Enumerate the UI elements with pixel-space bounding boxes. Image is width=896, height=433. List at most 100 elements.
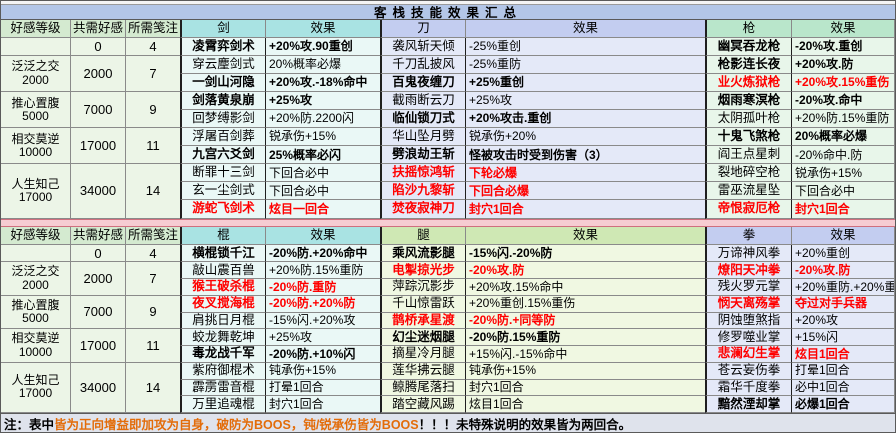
notes-cell: 11 <box>126 128 181 165</box>
header-cell: 共需好感 <box>71 227 126 246</box>
skill-effect-cell: +20%攻.防 <box>792 56 895 75</box>
level-threshold: 17000 <box>18 386 53 401</box>
skill-table-bottom: 好感等级 共需好感 所需笺注棍效果腿效果拳效果 0 4 泛泛之交 2000 2000 7 推心置腹… <box>1 227 895 414</box>
header-cell: 效果 <box>466 19 706 38</box>
skill-effect-cell: +20%攻.-18%命中 <box>266 74 381 93</box>
skill-name-cell: 夜叉搅海棍 <box>180 295 266 313</box>
skill-effect-cell: -15%闪.-20%防 <box>466 245 706 263</box>
separator-band <box>1 218 895 228</box>
skill-name-cell: 千山惊雷跃 <box>380 295 466 313</box>
skill-name-cell: 游蛇飞剑术 <box>180 200 266 219</box>
skill-name-cell: 凌霄弈剑术 <box>180 37 266 57</box>
level-threshold: 2000 <box>22 72 49 87</box>
skill-name-cell: 回梦缚影剑 <box>180 110 266 129</box>
header-cell: 效果 <box>792 227 895 246</box>
skill-effect-cell: +20%攻击.重创 <box>466 110 706 129</box>
header-cell: 所需笺注 <box>126 227 181 246</box>
skill-name-cell: 焚夜寂神刀 <box>380 200 466 219</box>
skill-name-cell: 霜华千度拳 <box>705 379 792 397</box>
skill-name-cell: 雷巫流星坠 <box>705 182 792 201</box>
header-cell: 所需笺注 <box>126 19 181 38</box>
skill-effect-cell: 锐承伤+15% <box>792 164 895 183</box>
skill-effect-cell: -20%防.重防 <box>266 279 381 296</box>
skill-effect-cell: 下轮必爆 <box>466 164 706 183</box>
skill-name-cell: 修罗噬业掌 <box>705 329 792 347</box>
notes-cell: 14 <box>126 362 181 414</box>
notes-cell: 7 <box>126 56 181 93</box>
skill-name-cell: 鹊桥承星渡 <box>380 312 466 330</box>
skill-name-cell: 莲华拂云腿 <box>380 362 466 380</box>
skill-effect-cell: 必爆1回合 <box>792 396 895 414</box>
skill-name-cell: 袭风斩天倾 <box>380 37 466 57</box>
skill-effect-cell: 封穴1回合 <box>792 200 895 219</box>
skill-effect-cell: 钝承伤+15% <box>466 362 706 380</box>
top-edge-strip <box>1 1 895 5</box>
notes-cell: 7 <box>126 262 181 296</box>
skill-effect-cell: -25%重创 <box>466 37 706 57</box>
footnote-prefix: 注：表中 <box>4 417 55 432</box>
level-threshold: 2000 <box>22 277 49 292</box>
skill-effect-cell: 20%概率必爆 <box>792 128 895 147</box>
skill-name-cell: 幻尘迷烟腿 <box>380 329 466 347</box>
skill-name-cell: 电掣掠光步 <box>380 262 466 279</box>
skill-effect-cell: +15%闪 <box>792 329 895 347</box>
skill-effect-cell: -20%攻.防 <box>792 262 895 279</box>
skill-name-cell: 燎阳天冲拳 <box>705 262 792 279</box>
skill-name-cell: 毒龙战千军 <box>180 346 266 363</box>
skill-name-cell: 踏空藏风踢 <box>380 396 466 414</box>
skill-name-cell: 劈浪劫王斩 <box>380 146 466 165</box>
need-cell: 17000 <box>71 128 126 165</box>
skill-name-cell: 萍踪沉影步 <box>380 279 466 296</box>
notes-cell: 14 <box>126 164 181 219</box>
level-threshold: 17000 <box>18 189 53 204</box>
skill-effect-cell: 打晕1回合 <box>792 362 895 380</box>
notes-cell: 11 <box>126 329 181 363</box>
header-cell: 棍 <box>180 227 266 246</box>
skill-name-cell: 陷沙九黎斩 <box>380 182 466 201</box>
skill-name-cell: 肩挑日月棍 <box>180 312 266 330</box>
need-cell: 0 <box>71 245 126 263</box>
skill-name-cell: 十鬼飞煞枪 <box>705 128 792 147</box>
need-cell: 0 <box>71 37 126 57</box>
level-name: 人生知己 <box>11 176 60 191</box>
skill-name-cell: 扶摇惊鸿斩 <box>380 164 466 183</box>
skill-name-cell: 幽冥吞龙枪 <box>705 37 792 57</box>
notes-cell: 9 <box>126 92 181 129</box>
skill-name-cell: 一剑山河隐 <box>180 74 266 93</box>
notes-cell: 4 <box>126 37 181 57</box>
skill-effect-cell: +25%重创 <box>466 74 706 93</box>
skill-name-cell: 业火炼狱枪 <box>705 74 792 93</box>
skill-name-cell: 悯天离殇掌 <box>705 295 792 313</box>
skill-name-cell: 悲澜幻生掌 <box>705 346 792 363</box>
skill-effect-cell: +15%闪.-15%命中 <box>466 346 706 363</box>
level-cell: 相交莫逆 10000 <box>1 329 71 363</box>
level-name: 相交莫逆 <box>11 331 60 346</box>
skill-name-cell: 乘风流影腿 <box>380 245 466 263</box>
header-cell: 枪 <box>705 19 792 38</box>
skill-name-cell: 摘星冷月腿 <box>380 346 466 363</box>
level-cell: 人生知己 17000 <box>1 362 71 414</box>
skill-effect-cell: +25%攻 <box>266 92 381 111</box>
skill-name-cell: 猴王破杀棍 <box>180 279 266 296</box>
skill-effect-cell: 炫目一回合 <box>266 200 381 219</box>
skill-name-cell: 枪影连长夜 <box>705 56 792 75</box>
header-cell: 刀 <box>380 19 466 38</box>
need-cell: 17000 <box>71 329 126 363</box>
need-cell: 2000 <box>71 56 126 93</box>
skill-name-cell: 苍云妄伤拳 <box>705 362 792 380</box>
header-cell: 效果 <box>266 19 381 38</box>
skill-effect-cell: -15%闪.+20%攻 <box>266 312 381 330</box>
level-name: 泛泛之交 <box>11 59 60 74</box>
notes-cell: 4 <box>126 245 181 263</box>
skill-effect-cell: 封穴1回合 <box>466 200 706 219</box>
skill-name-cell: 裂地碎空枪 <box>705 164 792 183</box>
footnote: 注：表中 皆为正向增益即加攻为自身，破防为BOOS，钝/锐承伤皆为BOOS ！！… <box>1 413 895 432</box>
level-cell <box>1 245 71 263</box>
skill-effect-cell: 下回合必中 <box>266 182 381 201</box>
skill-effect-cell: -25%重防 <box>466 56 706 75</box>
skill-name-cell: 太阴孤叶枪 <box>705 110 792 129</box>
skill-effect-cell: -20%防.+同等防 <box>466 312 706 330</box>
skill-name-cell: 九宫六爻剑 <box>180 146 266 165</box>
skill-name-cell: 阴蚀堕煞指 <box>705 312 792 330</box>
